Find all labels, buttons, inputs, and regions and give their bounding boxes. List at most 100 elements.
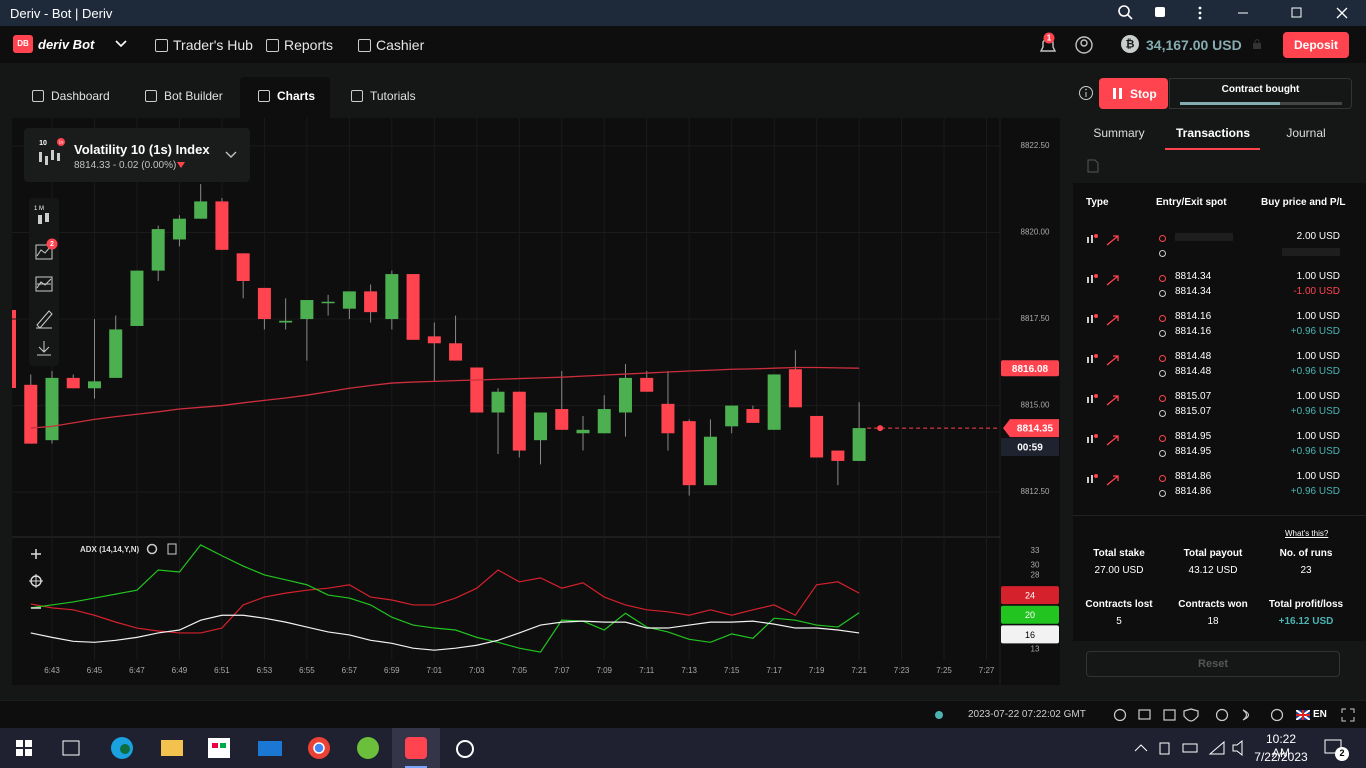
candle-body xyxy=(831,450,845,461)
candle-body xyxy=(87,381,101,389)
zoom-controls[interactable] xyxy=(22,540,52,624)
candle-body xyxy=(300,300,314,320)
column-header: Type xyxy=(1086,197,1109,208)
stat-value: 5 xyxy=(1116,616,1122,627)
nav-item[interactable]: Cashier xyxy=(376,37,425,53)
contract-type-icon xyxy=(1087,394,1119,406)
candle-body xyxy=(172,218,186,240)
tab-icon xyxy=(351,90,363,102)
panel-tab[interactable]: Summary xyxy=(1093,126,1145,140)
profit-loss: +0.96 USD xyxy=(1290,366,1340,377)
progress xyxy=(1180,102,1280,105)
download-icon[interactable] xyxy=(1087,159,1099,173)
left-gutter xyxy=(0,118,12,700)
reset-button[interactable]: Reset xyxy=(1086,651,1340,677)
notifications[interactable]: 1 xyxy=(1036,31,1060,57)
clock-date: 7/22/2023 xyxy=(1254,750,1308,764)
adx-last-label: 24 xyxy=(1025,590,1035,600)
x-tick-label: 7:03 xyxy=(469,666,485,675)
panel-tab[interactable]: Journal xyxy=(1286,126,1326,140)
indicator-title: ADX (14,14,Y,N) xyxy=(80,545,139,554)
tab[interactable]: Tutorials xyxy=(370,89,416,103)
candle-body xyxy=(534,412,548,441)
status-box: Contract bought xyxy=(1169,78,1352,109)
notification-center[interactable] xyxy=(1322,736,1352,762)
stat-label: Contracts won xyxy=(1178,599,1248,610)
stop-label: Stop xyxy=(1130,87,1157,101)
tray-icons[interactable] xyxy=(1130,728,1250,768)
symbol-name: Volatility 10 (1s) Index xyxy=(74,142,210,157)
language[interactable]: EN xyxy=(1313,709,1327,720)
footer-icons[interactable] xyxy=(1112,707,1292,723)
brand[interactable]: deriv Bot xyxy=(38,37,95,52)
help-link[interactable]: What's this? xyxy=(1285,529,1329,538)
x-tick-label: 7:05 xyxy=(511,666,527,675)
candle-body xyxy=(257,287,271,320)
panel-tab[interactable]: Transactions xyxy=(1175,126,1251,140)
info-icon[interactable] xyxy=(1078,85,1094,101)
interval[interactable]: 1 M xyxy=(34,206,45,212)
status: Contract bought xyxy=(1221,84,1300,95)
y-tick-label: 28 xyxy=(1031,571,1040,580)
profit-loss: -1.00 USD xyxy=(1293,286,1340,297)
candle-body xyxy=(703,436,717,486)
candle-body xyxy=(385,274,399,320)
balance[interactable]: 34,167.00 USD xyxy=(1146,37,1242,53)
indicator-delete[interactable] xyxy=(167,543,177,555)
contract-type-icon xyxy=(1087,274,1119,286)
tab-underline xyxy=(1165,148,1260,150)
nav-item[interactable]: Trader's Hub xyxy=(173,37,253,53)
nav-item[interactable]: Reports xyxy=(284,37,334,53)
candle-body xyxy=(427,336,441,344)
entry-dot xyxy=(1159,355,1166,362)
fullscreen[interactable] xyxy=(1340,707,1356,723)
symbol-icon-badge: 1s xyxy=(59,140,65,145)
indicator-settings[interactable] xyxy=(146,543,158,555)
tab-bar: Dashboard Bot Builder Charts Tutorials xyxy=(0,63,1073,118)
entry-hidden xyxy=(1175,233,1233,241)
last-price-label: 8814.35 xyxy=(1017,424,1054,435)
chevron[interactable] xyxy=(114,38,128,50)
countdown: 00:59 xyxy=(1017,443,1043,454)
buy-price: 1.00 USD xyxy=(1296,431,1340,442)
tab[interactable]: Charts xyxy=(277,89,316,103)
exit-dot xyxy=(1159,330,1166,337)
x-tick-label: 7:21 xyxy=(851,666,867,675)
deposit-button[interactable]: Deposit xyxy=(1283,32,1349,58)
adx-line xyxy=(30,614,860,651)
adx-last-box xyxy=(1001,605,1059,624)
tab[interactable]: Dashboard xyxy=(51,89,110,103)
contract-type-icon xyxy=(1087,314,1119,326)
nav-icon xyxy=(358,39,371,52)
stat-label: No. of runs xyxy=(1279,548,1333,559)
buy-price: 1.00 USD xyxy=(1296,471,1340,482)
run-panel: Stop Contract bought Summary Transactions… xyxy=(1073,63,1366,700)
stat-label: Contracts lost xyxy=(1085,599,1153,610)
candle-body xyxy=(279,320,293,323)
entry-dot xyxy=(1159,475,1166,482)
symbol-chevron[interactable] xyxy=(224,150,238,160)
window-title: Deriv - Bot | Deriv xyxy=(10,6,113,21)
candle-body xyxy=(725,405,739,427)
entry-dot xyxy=(1159,395,1166,402)
clock-time: 10:22 AM xyxy=(1265,732,1297,760)
stop-button[interactable]: Stop xyxy=(1099,78,1168,109)
x-tick-label: 6:55 xyxy=(299,666,315,675)
exit-spot: 8814.34 xyxy=(1175,286,1212,297)
lock-icon xyxy=(1253,39,1261,49)
exit-spot: 8814.95 xyxy=(1175,446,1212,457)
tab[interactable]: Bot Builder xyxy=(164,89,223,103)
x-tick-label: 7:09 xyxy=(596,666,612,675)
candle-body xyxy=(640,377,654,392)
transactions: Type Entry/Exit spot Buy price and P/L 2.00… xyxy=(1073,183,1366,515)
candle-body xyxy=(852,428,866,461)
taskbar-apps[interactable] xyxy=(0,728,500,768)
x-tick-label: 6:57 xyxy=(342,666,358,675)
toolbar-icons[interactable] xyxy=(29,198,59,366)
symbol-icon: 10 1s xyxy=(39,138,65,165)
account-icon[interactable] xyxy=(1074,35,1094,55)
candle-body xyxy=(682,421,696,486)
symbol-selector[interactable]: 10 1s Volatility 10 (1s) Index 8814.33 -… xyxy=(24,128,250,182)
window-controls[interactable] xyxy=(1110,0,1366,26)
